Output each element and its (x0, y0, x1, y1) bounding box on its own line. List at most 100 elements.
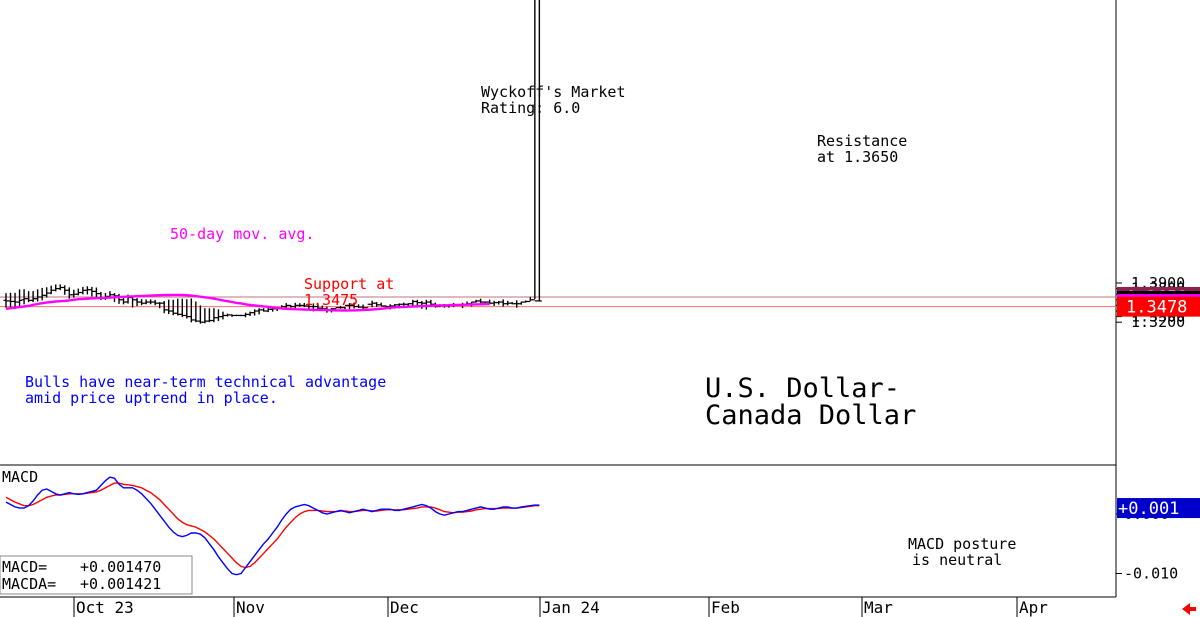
resistance-label-line-1: Resistance (817, 132, 907, 150)
commentary-line-1: Bulls have near-term technical advantage (25, 373, 386, 391)
chart-frame (0, 0, 1117, 598)
macd-series (5, 476, 540, 576)
price-bar (48, 285, 54, 295)
price-bar (62, 285, 68, 295)
macd-readout-label: MACD= (2, 558, 47, 576)
support-label-line-2: 1.3475 (304, 291, 358, 309)
price-bar (193, 301, 199, 323)
price-bar (84, 286, 90, 295)
price-bar (378, 302, 384, 307)
price-bar (39, 287, 45, 301)
price-bar (57, 284, 63, 291)
price-bar (252, 309, 258, 316)
commentary-line-2: amid price uptrend in place. (25, 389, 278, 407)
price-bar (134, 298, 140, 307)
x-tick-label: Apr (1019, 598, 1048, 617)
price-bar (17, 289, 23, 307)
price-bar (93, 287, 99, 298)
price-bar (188, 298, 194, 323)
rating-line-2: Rating: 6.0 (481, 99, 580, 117)
price-bar (143, 299, 149, 305)
rating-line-1: Wyckoff's Market (481, 83, 626, 101)
resistance-label-line-2: at 1.3650 (817, 148, 898, 166)
x-tick-label: Dec (390, 598, 419, 617)
price-bar (75, 288, 81, 296)
macda-readout-value: +0.001421 (80, 575, 161, 593)
price-bar (532, 0, 538, 302)
price-bar (505, 300, 511, 306)
price-bar (496, 300, 502, 305)
price-bar (3, 293, 9, 308)
reference-lines (0, 296, 1116, 308)
price-bar (89, 286, 95, 297)
moving-average-line (5, 293, 490, 312)
price-bar (473, 299, 479, 303)
scroll-left-arrow-icon[interactable] (1182, 603, 1196, 615)
macd-panel-title: MACD (2, 468, 38, 486)
price-bar (44, 287, 50, 298)
price-bar (197, 305, 203, 324)
macd-note-line-1: MACD posture (908, 535, 1016, 553)
price-bar (184, 299, 190, 319)
price-bar (383, 305, 389, 308)
price-bar (202, 308, 208, 324)
x-tick-label: Nov (236, 598, 265, 617)
price-bar (170, 299, 176, 316)
price-bar (215, 309, 221, 322)
moving-average-series (5, 293, 490, 312)
price-bar (265, 308, 271, 313)
price-bar (478, 298, 484, 304)
x-tick-label: Feb (711, 598, 740, 617)
price-bar (139, 299, 145, 306)
price-bar (247, 311, 253, 316)
price-bar (523, 300, 529, 303)
price-badge: 1.3478 (1117, 296, 1200, 318)
x-tick-label: Jan 24 (542, 598, 600, 617)
support-label-line-1: Support at (304, 275, 394, 293)
price-tick-label: 1.3200 (1131, 313, 1185, 331)
macd-badge-label: +0.001 (1118, 499, 1179, 519)
macda-readout-label: MACDA= (2, 575, 56, 593)
macda-series (5, 482, 540, 569)
price-bar (35, 289, 41, 302)
price-bar (491, 300, 497, 306)
price-bar (536, 0, 542, 302)
price-bar (148, 299, 154, 305)
price-bar (206, 308, 212, 323)
x-tick-label: Oct 23 (76, 598, 134, 617)
price-bar (509, 302, 515, 305)
price-bar (53, 284, 59, 292)
price-bar (8, 292, 14, 309)
x-tick-label: Mar (864, 598, 893, 617)
macd-lines (5, 476, 540, 576)
price-bar (224, 313, 230, 317)
price-bar (116, 293, 122, 304)
price-bar (157, 302, 163, 309)
price-bar (261, 308, 267, 312)
price-axis-badges: 1.36511.35791.35231.3478 (1117, 286, 1200, 318)
macd-readout-box (0, 555, 193, 595)
macd-axis-badge: +0.001 (1117, 498, 1200, 519)
price-bar (243, 312, 249, 318)
price-bar (234, 314, 240, 317)
macd-readout-value: +0.001470 (80, 558, 161, 576)
price-bar (238, 314, 244, 317)
price-bar (256, 308, 262, 315)
price-badge-label: 1.3478 (1126, 298, 1187, 318)
price-bar (211, 308, 217, 323)
price-bar (518, 301, 524, 305)
price-bar (152, 299, 158, 306)
moving-average-label: 50-day mov. avg. (170, 225, 315, 243)
price-bar (365, 303, 371, 309)
macd-tick-label: -0.010 (1124, 565, 1178, 583)
price-bar (401, 302, 407, 306)
x-axis-ticks: Oct 23 Nov Dec Jan 24 Feb Mar Apr (73, 597, 1048, 617)
price-bar (80, 286, 86, 295)
price-bar (220, 311, 226, 320)
price-bar (130, 296, 136, 308)
instrument-title-line-1: U.S. Dollar- (705, 373, 900, 404)
price-bar (527, 296, 533, 303)
price-bar (500, 299, 506, 307)
macd-note-line-2: is neutral (912, 551, 1002, 569)
